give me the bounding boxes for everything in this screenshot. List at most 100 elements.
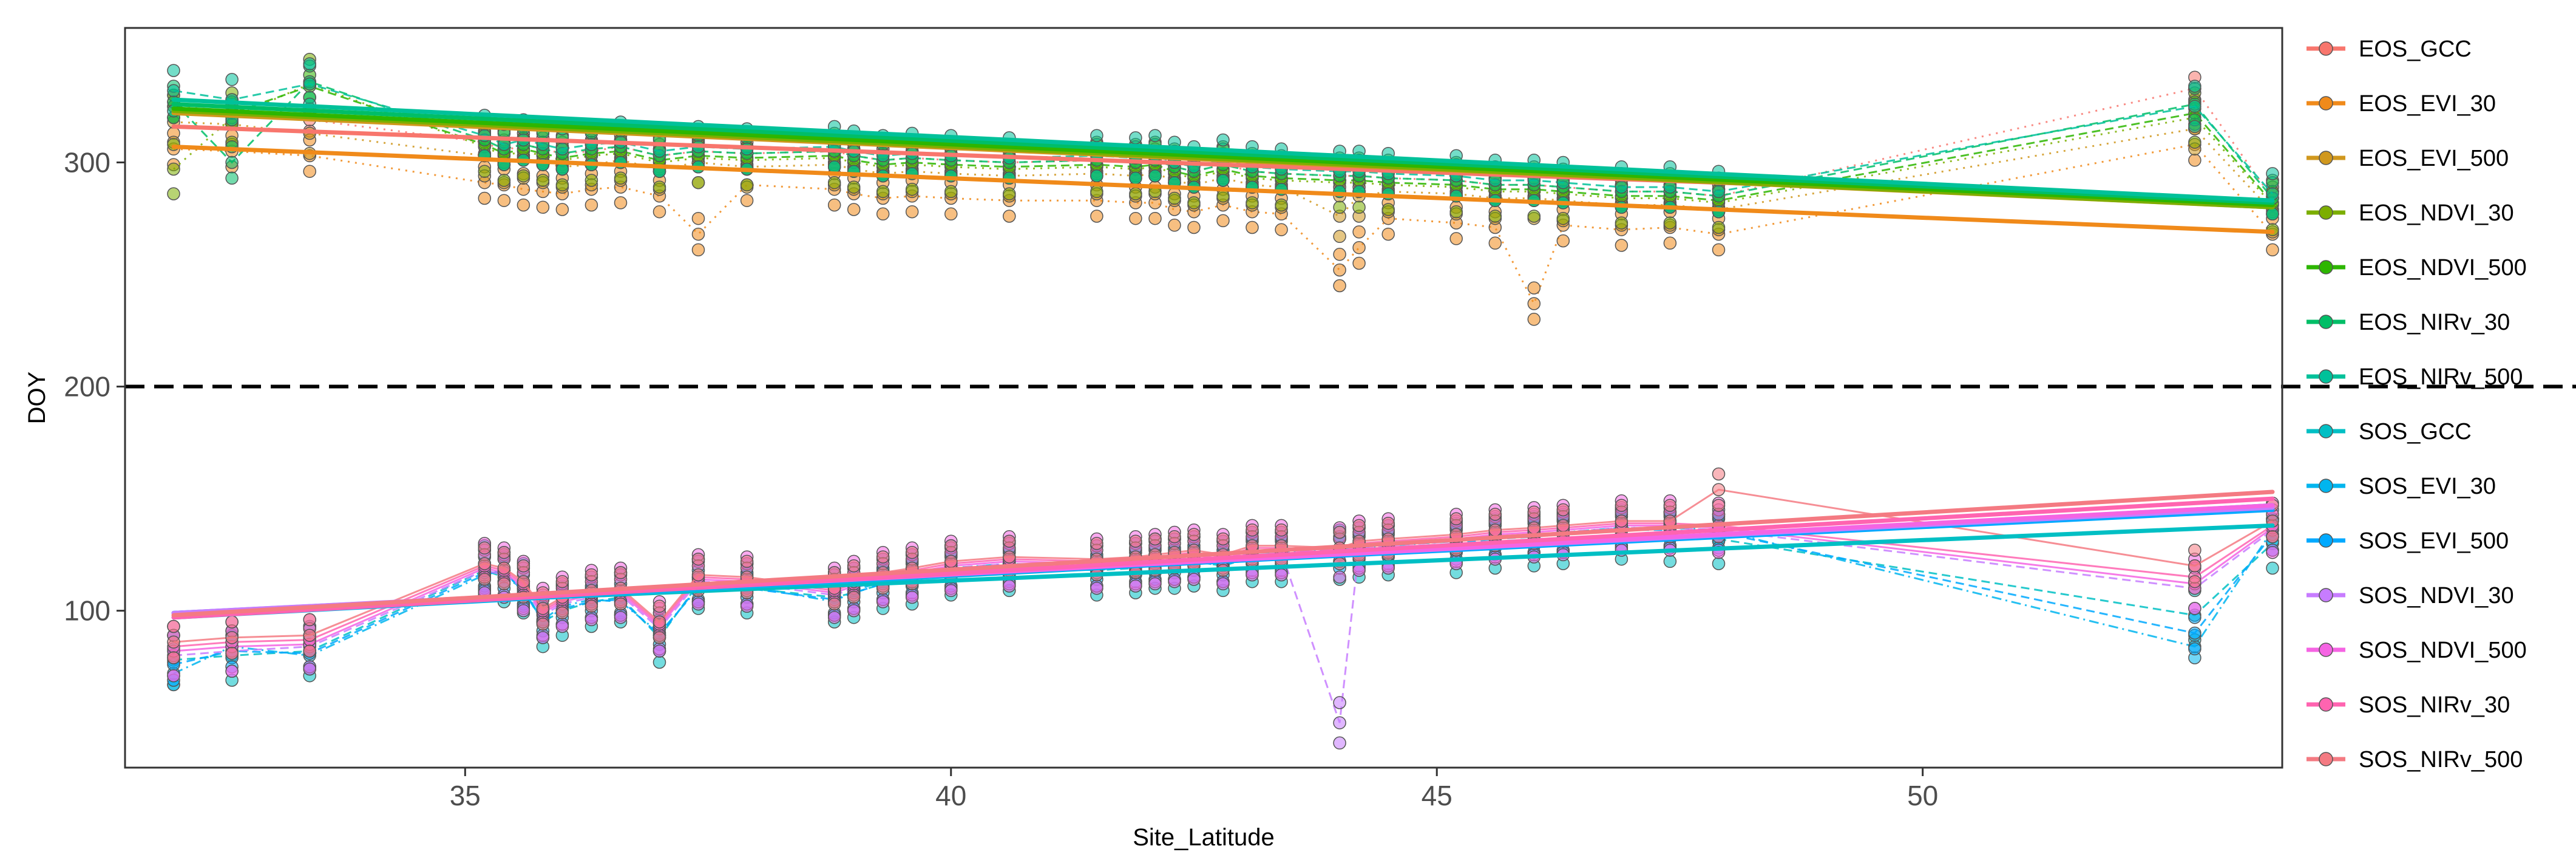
data-point — [740, 599, 754, 613]
data-point — [167, 64, 180, 77]
data-point — [1527, 505, 1541, 519]
data-point — [585, 568, 598, 582]
data-point — [1615, 499, 1629, 512]
x-tick-label: 45 — [1422, 780, 1452, 811]
data-point — [1333, 200, 1346, 214]
legend-key-point — [2319, 260, 2333, 274]
data-point — [2266, 167, 2279, 180]
data-point — [225, 647, 239, 660]
series-line — [173, 85, 2274, 203]
data-point — [2266, 530, 2279, 544]
legend-label: EOS_NDVI_30 — [2359, 200, 2514, 226]
legend-item: EOS_NIRv_30 — [2307, 310, 2510, 335]
x-tick-label: 40 — [935, 780, 966, 811]
x-axis-title: Site_Latitude — [1133, 824, 1275, 851]
data-point — [1187, 196, 1201, 210]
data-point — [691, 211, 705, 225]
data-point — [652, 205, 666, 219]
data-point — [1527, 313, 1541, 326]
data-point — [2188, 574, 2201, 588]
data-point — [1449, 205, 1463, 219]
data-point — [536, 631, 550, 644]
data-point — [1712, 483, 1726, 497]
data-point — [1333, 570, 1346, 584]
data-point — [1381, 203, 1395, 216]
data-point — [1712, 220, 1726, 234]
data-point — [1187, 528, 1201, 541]
data-point — [2188, 120, 2201, 134]
data-point — [1527, 297, 1541, 310]
data-point — [847, 180, 861, 194]
data-point — [1129, 131, 1142, 145]
data-point — [1275, 523, 1288, 537]
data-point — [1003, 579, 1016, 593]
data-point — [1527, 281, 1541, 295]
data-point — [1615, 216, 1629, 230]
data-point — [944, 584, 958, 598]
data-point — [1003, 210, 1016, 223]
data-point — [1556, 234, 1570, 248]
data-point — [1216, 532, 1230, 546]
data-point — [1168, 574, 1181, 588]
data-point — [478, 557, 492, 570]
data-point — [555, 574, 569, 588]
legend: EOS_GCC EOS_EVI_30 EOS_EVI_500 EOS_NDVI_30 E… — [2307, 36, 2527, 772]
data-point — [905, 590, 919, 604]
data-point — [555, 178, 569, 192]
data-point — [1663, 236, 1677, 250]
data-point — [847, 604, 861, 618]
data-point — [905, 205, 919, 219]
data-point — [691, 243, 705, 257]
data-point — [1129, 534, 1142, 548]
legend-key-point — [2319, 96, 2333, 111]
data-point — [1712, 185, 1726, 199]
data-point — [1187, 573, 1201, 586]
data-point — [225, 615, 239, 629]
legend-key-point — [2319, 479, 2333, 493]
data-point — [652, 615, 666, 629]
y-tick-label: 200 — [64, 371, 110, 403]
data-point — [1712, 467, 1726, 481]
legend-key-point — [2319, 588, 2333, 602]
data-point — [1663, 554, 1677, 568]
data-point — [1090, 537, 1103, 550]
data-point — [691, 552, 705, 566]
data-point — [1333, 525, 1346, 539]
data-point — [1148, 169, 1162, 183]
series-line — [172, 80, 2274, 199]
legend-label: EOS_EVI_500 — [2359, 146, 2509, 171]
data-point — [303, 165, 316, 178]
legend-key-point — [2319, 151, 2333, 165]
data-point — [225, 155, 239, 169]
data-point — [555, 203, 569, 216]
data-point — [1556, 519, 1570, 533]
data-point — [1148, 129, 1162, 142]
data-point — [1488, 210, 1502, 223]
data-point — [1333, 279, 1346, 293]
legend-item: EOS_NIRv_500 — [2307, 364, 2523, 390]
legend-item: SOS_GCC — [2307, 419, 2472, 445]
legend-label: EOS_NDVI_500 — [2359, 255, 2527, 281]
data-point — [1556, 503, 1570, 517]
data-point — [1168, 191, 1181, 205]
legend-label: SOS_NIRv_500 — [2359, 747, 2523, 772]
data-point — [167, 669, 180, 683]
data-point — [1352, 564, 1366, 577]
data-point — [614, 171, 628, 185]
data-point — [167, 187, 180, 200]
data-point — [1246, 220, 1259, 234]
data-point — [1187, 220, 1201, 234]
data-point — [2266, 187, 2279, 200]
data-point — [1333, 716, 1346, 729]
data-point — [497, 194, 511, 207]
data-point — [1712, 499, 1726, 512]
data-point — [1275, 223, 1288, 236]
data-point — [585, 198, 598, 212]
legend-item: EOS_EVI_30 — [2307, 91, 2496, 117]
data-point — [225, 664, 239, 678]
legend-label: EOS_GCC — [2359, 36, 2472, 62]
legend-key-point — [2319, 643, 2333, 657]
data-point — [1129, 187, 1142, 200]
data-point — [1129, 171, 1142, 185]
